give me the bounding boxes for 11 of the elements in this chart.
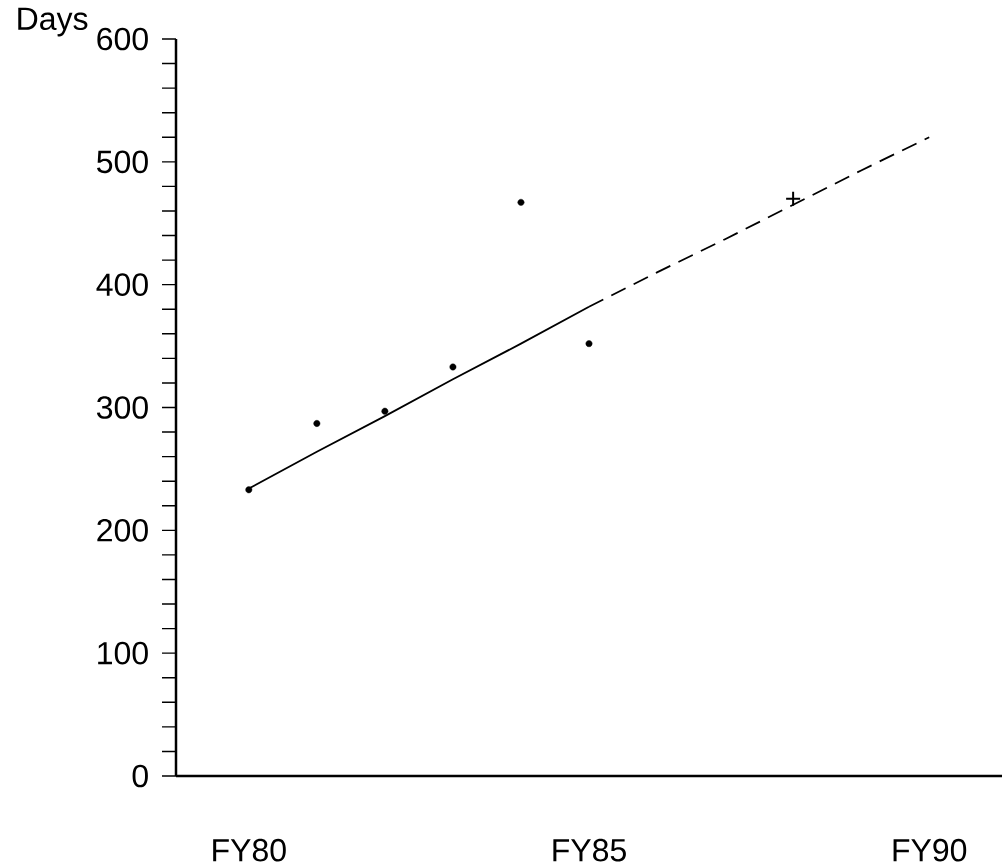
y-tick-label: 100 — [98, 641, 148, 665]
y-tick-label: 300 — [96, 396, 148, 419]
y-tick-label: 600 — [97, 27, 148, 51]
y-tick-label: 200 — [97, 519, 148, 542]
y-tick-label: 0 — [132, 764, 148, 788]
x-tick-label: FY90 — [893, 838, 967, 862]
x-tick-label: FY80 — [213, 838, 286, 862]
y-axis-title: Days — [18, 7, 88, 37]
y-tick-label: 500 — [97, 150, 148, 174]
x-tick-label: FY85 — [553, 838, 626, 862]
y-tick-label: 400 — [96, 273, 148, 296]
